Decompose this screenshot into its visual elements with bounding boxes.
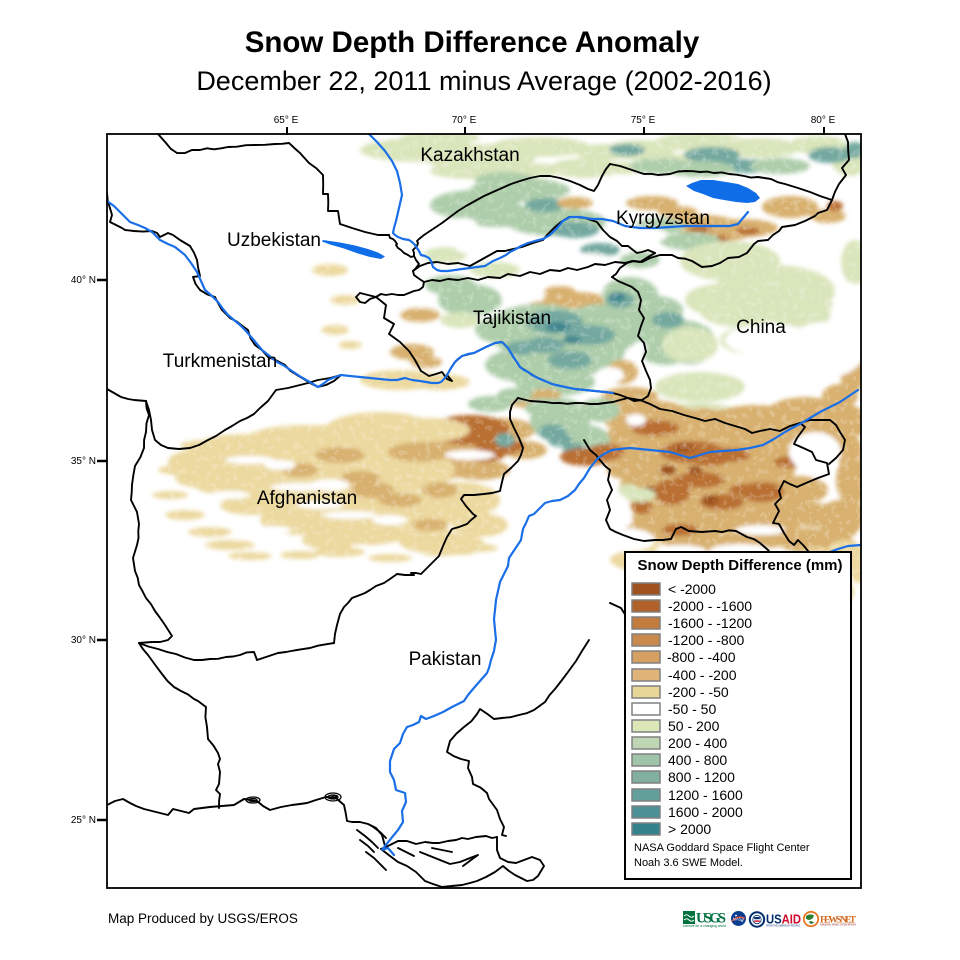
svg-text:Kazakhstan: Kazakhstan bbox=[420, 145, 519, 166]
svg-text:800 - 1200: 800 - 1200 bbox=[668, 769, 735, 785]
svg-text:-400 - -200: -400 - -200 bbox=[668, 667, 737, 683]
svg-text:-1200 - -800: -1200 - -800 bbox=[668, 632, 744, 648]
svg-text:Tajikistan: Tajikistan bbox=[473, 308, 551, 329]
svg-text:USAID: USAID bbox=[766, 913, 801, 927]
svg-text:70° E: 70° E bbox=[452, 115, 477, 126]
svg-text:1200 - 1600: 1200 - 1600 bbox=[668, 787, 743, 803]
svg-text:USGS: USGS bbox=[696, 911, 726, 927]
svg-text:200 - 400: 200 - 400 bbox=[668, 735, 727, 751]
svg-text:30° N: 30° N bbox=[71, 635, 96, 646]
svg-text:75° E: 75° E bbox=[631, 115, 656, 126]
svg-text:FROM THE AMERICAN PEOPLE: FROM THE AMERICAN PEOPLE bbox=[766, 923, 800, 927]
svg-text:-50 - 50: -50 - 50 bbox=[668, 701, 716, 717]
svg-text:50 - 200: 50 - 200 bbox=[668, 718, 720, 734]
svg-text:Uzbekistan: Uzbekistan bbox=[227, 230, 321, 251]
svg-text:Turkmenistan: Turkmenistan bbox=[163, 351, 277, 372]
svg-text:< -2000: < -2000 bbox=[668, 581, 716, 597]
svg-text:-200 - -50: -200 - -50 bbox=[668, 684, 729, 700]
svg-text:Snow Depth Difference (mm): Snow Depth Difference (mm) bbox=[637, 557, 842, 574]
svg-text:Noah 3.6 SWE Model.: Noah 3.6 SWE Model. bbox=[634, 857, 743, 869]
svg-text:China: China bbox=[736, 317, 786, 338]
svg-text:Kyrgyzstan: Kyrgyzstan bbox=[616, 208, 710, 229]
svg-text:NASA: NASA bbox=[733, 916, 745, 921]
svg-text:Pakistan: Pakistan bbox=[409, 649, 482, 670]
svg-text:Afghanistan: Afghanistan bbox=[257, 488, 357, 509]
svg-text:35° N: 35° N bbox=[71, 456, 96, 467]
svg-text:40° N: 40° N bbox=[71, 275, 96, 286]
svg-text:> 2000: > 2000 bbox=[668, 821, 711, 837]
svg-text:science for a changing world: science for a changing world bbox=[683, 924, 726, 928]
svg-text:FAMINE EARLY WARNING SYSTEMS N: FAMINE EARLY WARNING SYSTEMS NETWORK bbox=[820, 923, 856, 927]
svg-text:FEWS NET: FEWS NET bbox=[820, 915, 857, 925]
svg-text:-2000 - -1600: -2000 - -1600 bbox=[668, 598, 752, 614]
svg-text:400 - 800: 400 - 800 bbox=[668, 752, 727, 768]
svg-text:80° E: 80° E bbox=[811, 115, 836, 126]
svg-text:-1600 - -1200: -1600 - -1200 bbox=[668, 615, 752, 631]
svg-text:25° N: 25° N bbox=[71, 815, 96, 826]
svg-text:65° E: 65° E bbox=[274, 115, 299, 126]
svg-text:1600 - 2000: 1600 - 2000 bbox=[668, 804, 743, 820]
svg-text:NASA Goddard Space Flight Cent: NASA Goddard Space Flight Center bbox=[634, 842, 810, 854]
svg-text:-800 - -400: -800 - -400 bbox=[667, 649, 736, 665]
